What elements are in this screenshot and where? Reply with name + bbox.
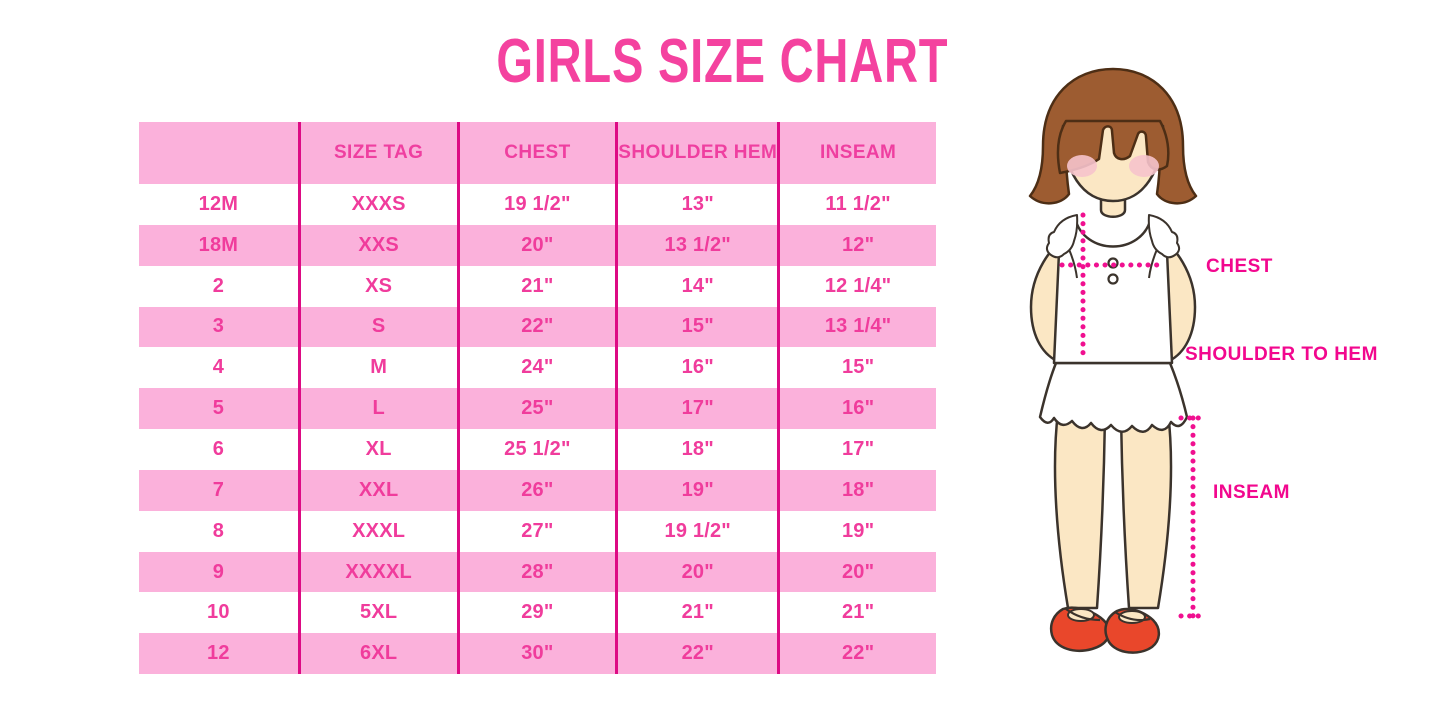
table-cell: XL — [297, 429, 457, 470]
table-cell: 28" — [456, 551, 616, 593]
table-cell: 2 — [139, 265, 298, 307]
table-cell: 15" — [615, 306, 778, 348]
table-cell: 19 1/2" — [456, 184, 616, 225]
table-cell: 29" — [456, 592, 616, 634]
table-cell: 21" — [777, 592, 936, 634]
header-cell: INSEAM — [777, 122, 936, 184]
chest-label: CHEST — [1206, 256, 1273, 277]
girl-left-shoe — [1049, 606, 1111, 652]
girl-right-shoe-strap — [1114, 611, 1151, 622]
table-cell: 12 1/4" — [777, 265, 936, 307]
table-cell: 17" — [615, 388, 778, 430]
header-cell: CHEST — [456, 122, 616, 184]
table-cell: 10 — [139, 592, 298, 634]
table-cell: XXL — [297, 469, 457, 511]
table-cell: M — [297, 347, 457, 389]
header-cell: SHOULDER HEM — [615, 122, 778, 184]
girl-right-blush — [1129, 155, 1159, 177]
table-cell: 20" — [777, 551, 936, 593]
page-title: GIRLS SIZE CHART — [0, 26, 1445, 97]
table-cell: 3 — [139, 306, 298, 348]
table-cell: 19" — [615, 469, 778, 511]
table-cell: 25 1/2" — [456, 429, 616, 470]
table-cell: 20" — [615, 551, 778, 593]
table-cell: 18" — [777, 469, 936, 511]
table-cell: 27" — [456, 510, 616, 552]
table-cell: S — [297, 306, 457, 348]
girl-left-blush — [1067, 155, 1097, 177]
table-cell: 30" — [456, 633, 616, 675]
table-cell: 4 — [139, 347, 298, 389]
table-cell: 19" — [777, 510, 936, 552]
table-cell: 25" — [456, 388, 616, 430]
table-cell: 22" — [456, 306, 616, 348]
page-title-text: GIRLS SIZE CHART — [496, 27, 949, 96]
table-cell: L — [297, 388, 457, 430]
table-cell: 13" — [615, 184, 778, 225]
table-cell: 13 1/4" — [777, 306, 936, 348]
table-cell: 21" — [615, 592, 778, 634]
table-cell: 13 1/2" — [615, 224, 778, 266]
table-cell: 6 — [139, 429, 298, 470]
table-cell: 16" — [777, 388, 936, 430]
size-table: SIZE TAG CHEST SHOULDER HEM INSEAM 12M XXXS 19… — [139, 122, 936, 675]
table-cell: 12 — [139, 633, 298, 675]
girl-left-leg — [1053, 410, 1107, 610]
table-cell: XXXXL — [297, 551, 457, 593]
table-cell: 21" — [456, 265, 616, 307]
table-cell: 11 1/2" — [777, 184, 936, 225]
inseam-label: INSEAM — [1213, 482, 1290, 503]
table-cell: 22" — [615, 633, 778, 675]
table-cell: 18M — [139, 224, 298, 266]
girl-right-leg — [1119, 410, 1173, 610]
table-cell: 22" — [777, 633, 936, 675]
table-cell: 12" — [777, 224, 936, 266]
header-cell: SIZE TAG — [297, 122, 457, 184]
table-cell: 12M — [139, 184, 298, 225]
table-cell: 9 — [139, 551, 298, 593]
table-cell: 5 — [139, 388, 298, 430]
girl-left-ruffle — [1045, 214, 1079, 259]
table-cell: 26" — [456, 469, 616, 511]
table-cell: 15" — [777, 347, 936, 389]
table-cell: 6XL — [297, 633, 457, 675]
table-cell: 5XL — [297, 592, 457, 634]
table-cell: 18" — [615, 429, 778, 470]
table-cell: 8 — [139, 510, 298, 552]
girl-illustration: CHEST SHOULDER TO HEM INSEAM — [1028, 67, 1378, 654]
table-cell: 7 — [139, 469, 298, 511]
table-cell: XS — [297, 265, 457, 307]
girl-right-ruffle — [1147, 214, 1181, 259]
table-cell: 14" — [615, 265, 778, 307]
table-cell: XXXS — [297, 184, 457, 225]
table-cell: 24" — [456, 347, 616, 389]
girl-skirt — [1038, 361, 1189, 433]
girl-top-button-2 — [1107, 273, 1119, 285]
table-cell: XXS — [297, 224, 457, 266]
table-cell: XXXL — [297, 510, 457, 552]
header-cell — [139, 122, 298, 184]
table-cell: 20" — [456, 224, 616, 266]
table-cell: 17" — [777, 429, 936, 470]
shoulder-to-hem-label: SHOULDER TO HEM — [1185, 344, 1378, 365]
table-cell: 16" — [615, 347, 778, 389]
girl-left-shoe-strap — [1065, 608, 1101, 622]
table-cell: 19 1/2" — [615, 510, 778, 552]
